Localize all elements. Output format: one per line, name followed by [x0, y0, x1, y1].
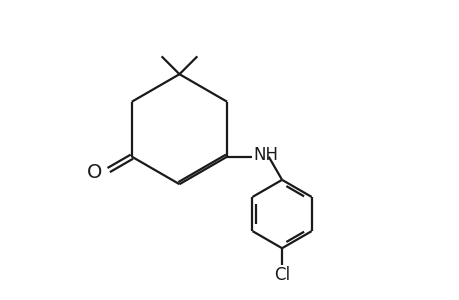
Text: Cl: Cl	[274, 266, 290, 284]
Text: O: O	[86, 163, 101, 182]
Text: NH: NH	[253, 146, 278, 164]
